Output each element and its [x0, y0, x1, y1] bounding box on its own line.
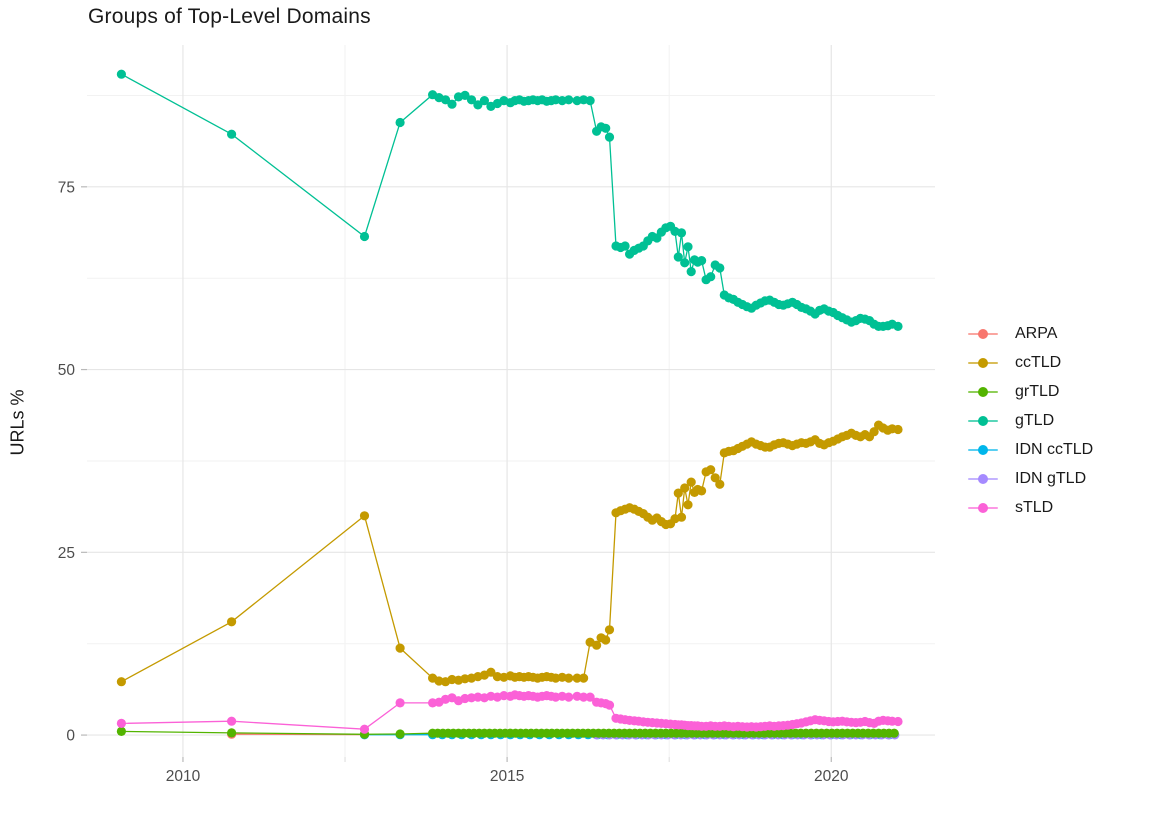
data-point — [585, 692, 595, 702]
legend-item-cctld: ccTLD — [968, 348, 1093, 377]
data-point — [579, 673, 589, 683]
data-point — [572, 673, 582, 683]
data-point — [395, 117, 405, 128]
data-point — [604, 132, 615, 142]
data-point — [227, 716, 237, 726]
x-tick-label: 2010 — [166, 768, 201, 785]
legend-item-idn-cctld: IDN ccTLD — [968, 435, 1093, 464]
data-point — [680, 258, 690, 268]
legend-marker-icon — [968, 328, 998, 340]
legend-marker-icon — [968, 473, 998, 485]
y-tick-label: 0 — [66, 728, 75, 745]
data-point — [869, 427, 879, 437]
series-stld — [116, 690, 903, 734]
data-point — [395, 729, 405, 739]
data-point — [673, 252, 683, 262]
x-tick-label: 2020 — [814, 768, 849, 785]
series-gtld — [116, 69, 903, 331]
data-point — [395, 698, 405, 708]
data-point — [676, 512, 687, 522]
data-point — [227, 617, 237, 627]
data-point — [710, 473, 720, 483]
data-point — [706, 465, 716, 475]
data-point — [486, 667, 496, 677]
data-point — [585, 96, 595, 106]
data-point — [592, 640, 602, 650]
data-point — [889, 728, 899, 738]
data-point — [473, 100, 483, 110]
legend-marker-icon — [968, 357, 998, 369]
data-point — [601, 635, 611, 645]
data-point — [683, 500, 693, 510]
x-tick-label: 2015 — [490, 768, 524, 785]
data-point — [466, 95, 477, 105]
legend-marker-icon — [968, 502, 998, 514]
legend-item-arpa: ARPA — [968, 319, 1093, 348]
y-tick-label: 25 — [58, 545, 75, 562]
data-point — [604, 625, 615, 635]
legend-label: IDN gTLD — [1015, 469, 1087, 487]
data-point — [395, 643, 405, 653]
data-point — [460, 90, 470, 100]
legend-item-grtld: grTLD — [968, 377, 1093, 406]
data-point — [579, 692, 589, 702]
legend-item-idn-gtld: IDN gTLD — [968, 464, 1093, 493]
data-point — [116, 677, 126, 687]
legend-label: ccTLD — [1015, 353, 1062, 371]
data-point — [116, 726, 126, 737]
series-cctld — [116, 420, 903, 687]
series-line — [121, 73, 899, 328]
data-point — [706, 272, 716, 282]
data-point — [116, 69, 126, 79]
data-point — [447, 99, 457, 109]
data-point — [440, 95, 451, 105]
y-tick-label: 50 — [58, 362, 76, 379]
data-point — [680, 483, 690, 493]
legend-marker-icon — [968, 415, 998, 427]
data-point — [359, 511, 370, 521]
data-point — [676, 228, 687, 238]
legend: ARPA ccTLD grTLD gTLD IDN ccTLD IDN gTLD sTLD — [968, 319, 1093, 522]
data-point — [686, 267, 696, 277]
legend-label: IDN ccTLD — [1015, 440, 1094, 458]
legend-label: grTLD — [1015, 382, 1060, 400]
data-point — [893, 321, 903, 331]
data-point — [116, 718, 126, 729]
data-point — [686, 477, 696, 487]
data-point — [715, 263, 725, 273]
data-point — [227, 728, 237, 738]
legend-marker-icon — [968, 386, 998, 398]
legend-marker-icon — [968, 444, 998, 456]
legend-label: gTLD — [1015, 411, 1055, 429]
data-point — [359, 231, 370, 242]
data-point — [564, 95, 574, 105]
y-tick-label: 75 — [58, 179, 75, 196]
data-point — [697, 486, 707, 496]
chart-title: Groups of Top-Level Domains — [88, 5, 371, 28]
legend-item-stld: sTLD — [968, 493, 1093, 522]
data-point — [715, 479, 725, 489]
legend-item-gtld: gTLD — [968, 406, 1093, 435]
data-point — [893, 424, 903, 435]
data-point — [620, 241, 630, 251]
legend-label: ARPA — [1015, 324, 1058, 342]
data-point — [893, 716, 903, 727]
data-point — [697, 256, 707, 266]
data-point — [604, 700, 615, 710]
legend-label: sTLD — [1015, 498, 1054, 516]
data-point — [683, 242, 693, 252]
data-point — [479, 96, 489, 106]
data-point — [359, 724, 370, 734]
data-point — [227, 129, 237, 139]
data-point — [564, 673, 574, 683]
data-point — [673, 488, 683, 498]
data-point — [601, 123, 611, 133]
data-point — [564, 692, 574, 702]
